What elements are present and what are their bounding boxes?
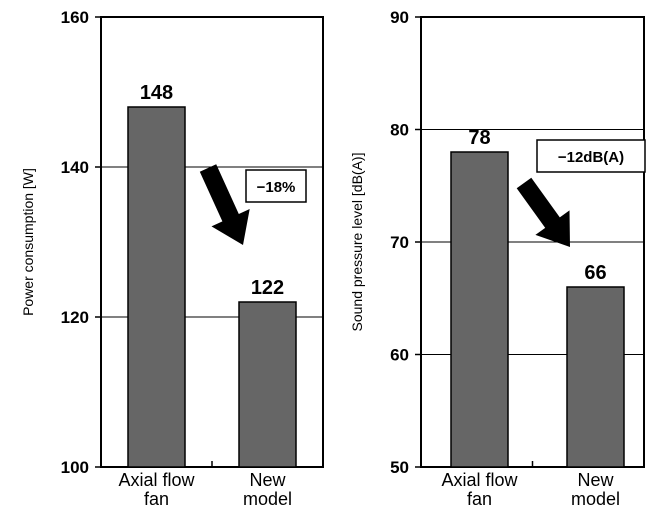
chart1-reduction-arrow — [199, 164, 250, 245]
chart2-bar — [450, 151, 509, 468]
chart2-category-label: fan — [467, 489, 492, 508]
chart1-annotation-text: −18% — [257, 179, 296, 196]
chart1-y-tick-label: 120 — [61, 308, 89, 327]
chart1-y-axis-label: Power consumption [W] — [20, 168, 36, 316]
chart1-y-tick-label: 100 — [61, 458, 89, 477]
chart2-bar — [566, 286, 625, 468]
chart1-y-tick-label: 160 — [61, 8, 89, 27]
chart2-y-tick-label: 60 — [390, 346, 409, 365]
chart1-bar — [127, 106, 186, 468]
chart2-data-label: 66 — [584, 262, 606, 284]
chart1-data-label: 148 — [140, 82, 173, 104]
chart2-category-label: model — [571, 489, 620, 508]
chart1-category-label: fan — [144, 489, 169, 508]
chart2-annotation-box — [536, 139, 646, 173]
chart1-category-label: New — [249, 470, 286, 490]
chart2-y-tick-label: 70 — [390, 233, 409, 252]
chart2-y-tick-label: 50 — [390, 458, 409, 477]
chart1-annotation-box — [245, 169, 307, 203]
chart1-category-label: model — [243, 489, 292, 508]
chart2-category-label: New — [577, 470, 614, 490]
chart1-bar — [238, 301, 297, 468]
chart2-y-tick-label: 80 — [390, 121, 409, 140]
chart2-category-label: Axial flow — [441, 470, 518, 490]
chart1-y-tick-label: 140 — [61, 158, 89, 177]
chart2-y-axis-label: Sound pressure level [dB(A)] — [349, 153, 365, 332]
chart1-category-label: Axial flow — [118, 470, 195, 490]
chart2-y-tick-label: 90 — [390, 8, 409, 27]
chart1-data-label: 122 — [251, 277, 284, 299]
chart2-annotation-text: −12dB(A) — [558, 149, 624, 166]
chart2-reduction-arrow — [516, 177, 570, 247]
chart2-data-label: 78 — [468, 127, 490, 149]
